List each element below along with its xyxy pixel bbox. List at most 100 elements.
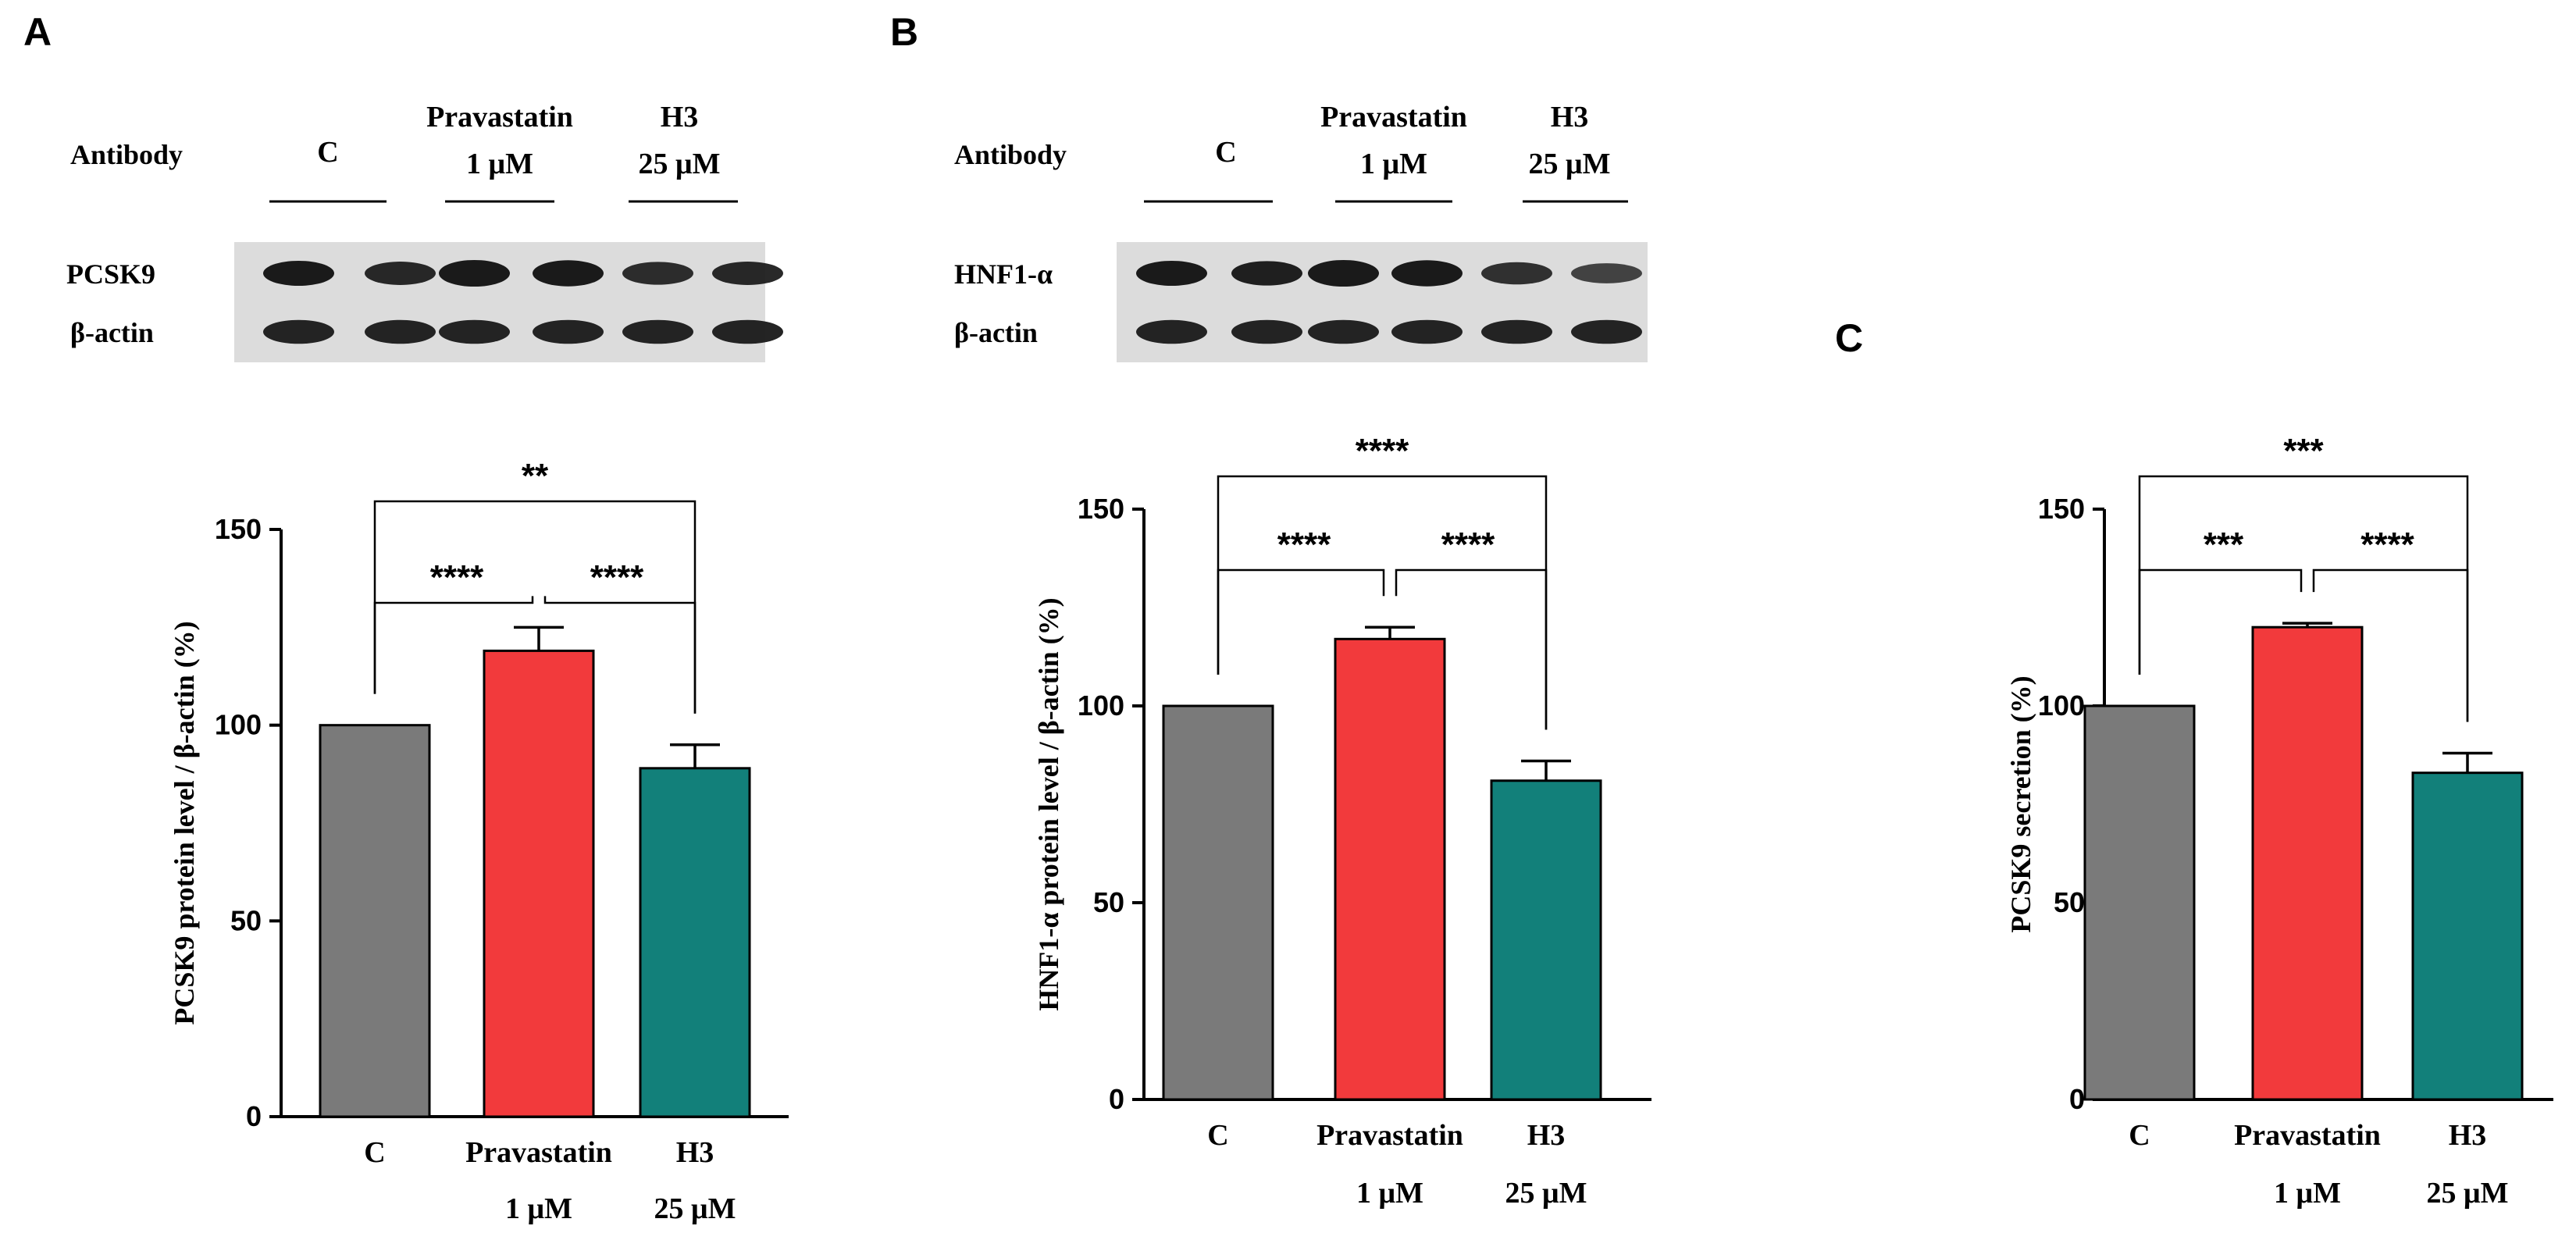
bar-chart: 0 50 100 150 PCSK9 secretion (%) C Pravastatin… [2005, 432, 2553, 1210]
blot-band [712, 319, 783, 344]
bar [2251, 625, 2364, 1101]
blot-band [712, 262, 783, 285]
y-tick-label: 150 [1078, 493, 1124, 525]
blot-band [439, 259, 510, 287]
significance-bracket [373, 500, 697, 714]
blot-condition-dose: 25 μM [1529, 148, 1611, 180]
significance-bracket [2138, 475, 2469, 722]
blot-row-label: PCSK9 [66, 258, 155, 290]
blot-condition-dose: 25 μM [639, 148, 721, 180]
significance-label: *** [2283, 432, 2324, 470]
blot-condition-dose: 1 μM [1360, 148, 1427, 180]
y-tick-label: 50 [1093, 886, 1124, 918]
blot-band [622, 262, 693, 285]
y-tick-label: 150 [2038, 493, 2085, 525]
x-category-dose: 25 μM [1505, 1177, 1587, 1210]
antibody-label: Antibody [70, 139, 183, 170]
y-tick-label: 150 [215, 513, 262, 545]
x-category-label: Pravastatin [1317, 1119, 1463, 1152]
blot-band [1136, 261, 1207, 286]
blot-band [1308, 319, 1379, 344]
western-blot: Antibody C Pravastatin 1 μM H3 25 μM PCSK9 β-ac… [66, 101, 783, 362]
blot-band [263, 261, 334, 286]
significance-bracket [1217, 475, 1548, 730]
blot-band [533, 319, 604, 344]
blot-condition-label: Pravastatin [1320, 101, 1467, 134]
blot-condition-label: H3 [661, 101, 699, 134]
y-axis-title: PCSK9 protein level / β-actin (%) [169, 621, 200, 1025]
significance-label: **** [1277, 526, 1331, 564]
y-tick-label: 100 [1078, 690, 1124, 722]
significance-label: **** [590, 558, 644, 597]
y-axis-title: PCSK9 secretion (%) [2005, 675, 2036, 932]
bar [1162, 704, 1274, 1101]
blot-row-label: HNF1-α [954, 258, 1053, 290]
x-category-label: Pravastatin [2234, 1119, 2381, 1152]
significance-label: **** [1356, 432, 1409, 470]
y-tick-label: 100 [215, 709, 262, 741]
blot-band [1391, 319, 1463, 344]
x-category-label: H3 [1527, 1119, 1566, 1152]
significance-label: ** [522, 457, 549, 495]
x-category-dose: 25 μM [2427, 1177, 2509, 1210]
bar [1334, 637, 1446, 1101]
y-tick-label: 0 [246, 1100, 262, 1132]
bar [1490, 779, 1602, 1101]
x-category-label: C [1207, 1119, 1228, 1152]
blot-band [1391, 260, 1463, 287]
blot-band [439, 319, 510, 344]
panel-letter: B [890, 10, 918, 54]
blot-band [1231, 319, 1302, 344]
x-category-dose: 25 μM [654, 1192, 736, 1225]
blot-band [1571, 319, 1642, 344]
y-tick-label: 50 [230, 904, 262, 936]
bar-chart: 0 50 100 150 PCSK9 protein level / β-actin (… [169, 457, 789, 1225]
x-category-dose: 1 μM [1356, 1177, 1423, 1210]
blot-band [1231, 261, 1302, 286]
bar [319, 724, 431, 1118]
blot-condition-label: Pravastatin [426, 101, 573, 134]
bar-chart: 0 50 100 150 HNF1-α protein level / β-actin … [1033, 432, 1651, 1210]
x-category-label: H3 [2449, 1119, 2487, 1152]
blot-condition-label: C [317, 136, 338, 169]
blot-condition-dose: 1 μM [466, 148, 533, 180]
blot-condition-label: H3 [1551, 101, 1589, 134]
x-category-label: C [2129, 1119, 2150, 1152]
bar [483, 649, 595, 1118]
y-tick-label: 0 [1109, 1083, 1124, 1115]
blot-band [1136, 319, 1207, 344]
y-tick-label: 100 [2038, 690, 2085, 722]
blot-band [263, 319, 334, 344]
x-category-label: C [364, 1136, 385, 1169]
significance-label: **** [430, 558, 484, 597]
x-category-dose: 1 μM [505, 1192, 572, 1225]
blot-condition-label: C [1215, 136, 1236, 169]
significance-label: **** [1441, 526, 1495, 564]
blot-band [1481, 319, 1552, 344]
blot-row-label: β-actin [70, 317, 154, 348]
y-axis-title: HNF1-α protein level / β-actin (%) [1033, 597, 1064, 1010]
panel-letter: C [1835, 316, 1863, 360]
y-tick-label: 50 [2054, 886, 2085, 918]
bar [2411, 772, 2524, 1101]
bar [2083, 704, 2196, 1101]
blot-band [365, 262, 436, 285]
x-category-dose: 1 μM [2274, 1177, 2341, 1210]
blot-band [1571, 263, 1642, 283]
panel-c: C 0 50 100 150 PCSK9 secretion (%) C Pravastati… [1835, 316, 2553, 1210]
blot-band [1308, 259, 1379, 287]
panel-b: B Antibody C Pravastatin 1 μM H3 25 μM HNF1-α β-… [890, 10, 1651, 1210]
western-blot: Antibody C Pravastatin 1 μM H3 25 μM HNF1-α β-a… [954, 101, 1648, 362]
blot-band [365, 319, 436, 344]
blot-band [622, 319, 693, 344]
antibody-label: Antibody [954, 139, 1067, 170]
x-category-label: Pravastatin [465, 1136, 612, 1169]
x-category-label: H3 [676, 1136, 714, 1169]
bar [639, 767, 751, 1118]
significance-label: *** [2204, 526, 2244, 564]
blot-band [1481, 262, 1552, 285]
y-tick-label: 0 [2069, 1083, 2085, 1115]
blot-row-label: β-actin [954, 317, 1038, 348]
blot-band [533, 260, 604, 287]
